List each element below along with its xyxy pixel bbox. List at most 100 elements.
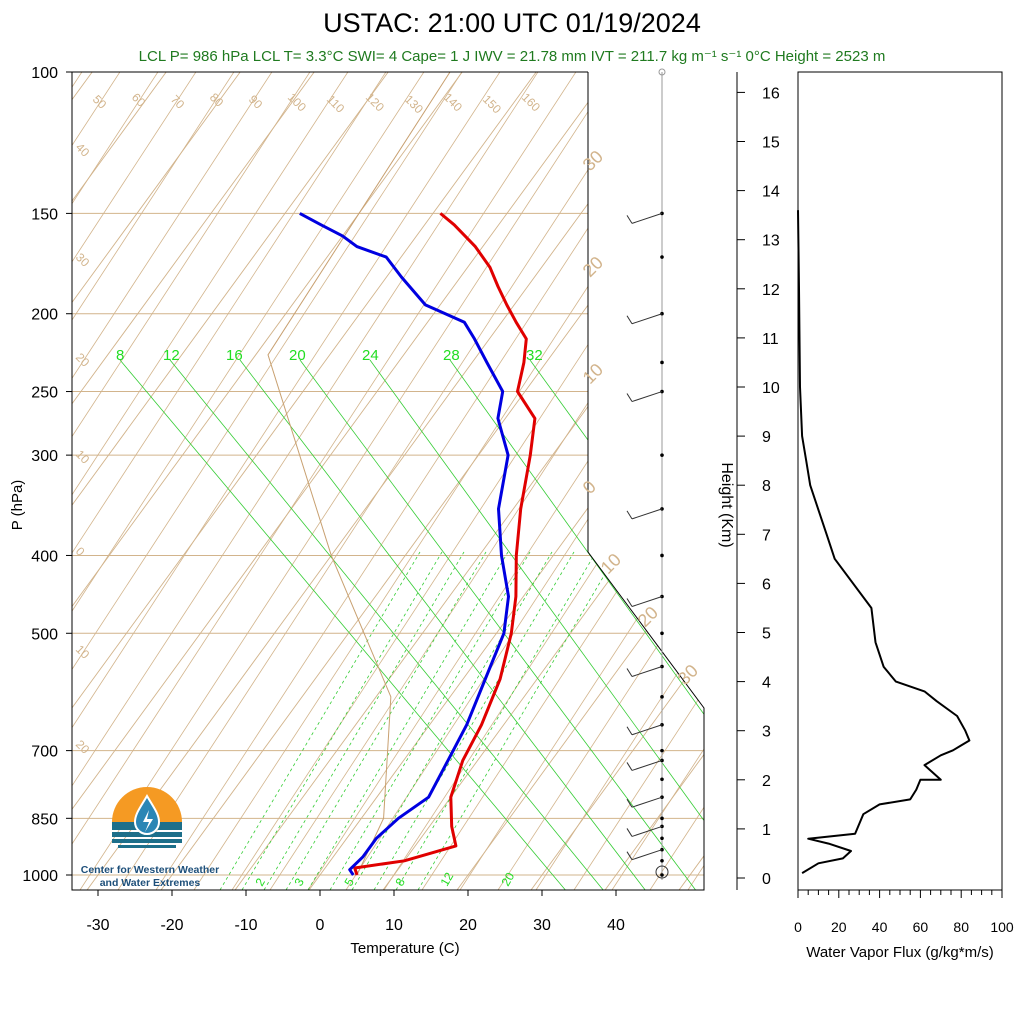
dry-adiabat-line bbox=[79, 72, 641, 890]
dry-adiabat-line bbox=[0, 32, 32, 890]
wind-level-dot bbox=[660, 873, 664, 877]
adiabat-label: 120 bbox=[363, 90, 387, 114]
flux-panel-border bbox=[797, 71, 1003, 891]
dry-adiabat-line bbox=[497, 72, 704, 890]
wind-level-dot bbox=[660, 748, 664, 753]
height-tick-label: 7 bbox=[762, 527, 771, 544]
x-tick-label: 10 bbox=[385, 917, 403, 934]
wind-barb-flag bbox=[626, 598, 633, 607]
mixing-ratio-label: 28 bbox=[443, 347, 460, 364]
height-tick-label: 16 bbox=[762, 85, 780, 102]
isotherm-label: 10 bbox=[579, 360, 607, 388]
skewt-grid bbox=[0, 32, 1024, 890]
flux-profile bbox=[797, 210, 971, 874]
wind-barb-flag bbox=[626, 798, 633, 808]
logo-line1: Center for Western Weather bbox=[80, 864, 220, 876]
adiabat-label: 20 bbox=[73, 737, 93, 757]
dry-adiabat-line bbox=[72, 72, 565, 890]
x-tick-label: -20 bbox=[160, 917, 183, 934]
wind-barb bbox=[631, 825, 663, 837]
logo-caption: Center for Western Weather and Water Ext… bbox=[70, 864, 230, 890]
wind-level-dot bbox=[660, 695, 664, 699]
dry-adiabat-line bbox=[72, 72, 261, 890]
y-tick-label: 150 bbox=[31, 206, 58, 223]
isotherm-line bbox=[72, 72, 241, 890]
isotherm-label: 30 bbox=[579, 147, 607, 175]
dry-adiabat-line bbox=[72, 72, 489, 890]
flux-x-tick-label: 20 bbox=[831, 919, 847, 935]
dry-adiabat-line bbox=[193, 72, 704, 890]
dry-adiabat-line bbox=[459, 72, 704, 890]
isotherm-line bbox=[85, 72, 685, 890]
dry-adiabat-line bbox=[72, 72, 299, 890]
wind-barb-flag bbox=[626, 215, 633, 224]
wind-barb bbox=[631, 666, 663, 677]
y-tick-label: 500 bbox=[31, 626, 58, 643]
wind-barb bbox=[631, 313, 663, 325]
height-tick-label: 3 bbox=[762, 724, 771, 741]
isotherm-line bbox=[381, 72, 704, 890]
dry-adiabat-line bbox=[72, 72, 413, 890]
y-tick-label: 200 bbox=[31, 307, 58, 324]
temperature-profile bbox=[353, 212, 537, 876]
y-tick-label: 250 bbox=[31, 385, 58, 402]
adiabat-label: 60 bbox=[129, 90, 149, 110]
chart-subtitle: LCL P= 986 hPa LCL T= 3.3°C SWI= 4 Cape=… bbox=[138, 48, 886, 65]
flux-x-tick-label: 80 bbox=[953, 919, 969, 935]
height-tick-label: 11 bbox=[762, 331, 779, 348]
dry-adiabat-line bbox=[764, 32, 1024, 890]
isotherm-label: 20 bbox=[634, 603, 662, 631]
dry-adiabat-line bbox=[611, 72, 704, 890]
isotherm-label: 20 bbox=[579, 253, 607, 281]
isotherm-line bbox=[529, 72, 704, 890]
cw3e-logo bbox=[112, 787, 182, 848]
adiabat-label: 40 bbox=[73, 140, 93, 160]
adiabat-label: 20 bbox=[73, 350, 93, 370]
height-tick-label: 13 bbox=[762, 233, 780, 250]
wind-barb bbox=[631, 849, 663, 861]
logo-line2: and Water Extremes bbox=[99, 877, 201, 889]
dry-adiabat-line bbox=[72, 72, 337, 890]
dry-adiabat-line bbox=[231, 72, 704, 890]
wind-barb bbox=[631, 724, 663, 736]
height-tick-label: 2 bbox=[762, 773, 771, 790]
adiabat-label: 0 bbox=[73, 544, 88, 559]
wind-level-dot bbox=[660, 836, 664, 841]
adiabat-label: 100 bbox=[285, 90, 309, 114]
moist-adiabat-line bbox=[329, 551, 531, 890]
isotherm-line bbox=[603, 72, 704, 890]
y-axis-label: P (hPa) bbox=[9, 480, 26, 531]
y-tick-label: 850 bbox=[31, 811, 58, 828]
wind-barb-flag bbox=[626, 828, 633, 837]
dry-adiabat-line bbox=[345, 72, 704, 890]
isotherm-line bbox=[72, 72, 537, 890]
wind-barb-flag bbox=[626, 668, 633, 677]
isotherm-line bbox=[72, 72, 611, 890]
mixing-ratio-label: 2 bbox=[252, 875, 268, 888]
dry-adiabat-line bbox=[155, 72, 704, 890]
moist-adiabat-line bbox=[263, 551, 465, 890]
wind-barb-flag bbox=[626, 393, 633, 402]
dry-adiabat-line bbox=[72, 72, 147, 890]
wind-barb bbox=[631, 391, 663, 403]
isotherm-label: 0 bbox=[579, 477, 600, 498]
wind-level-dot bbox=[660, 631, 664, 636]
mixing-ratio-line bbox=[119, 359, 566, 890]
mixing-ratio-label: 20 bbox=[289, 347, 306, 364]
isotherm-line bbox=[72, 72, 463, 890]
chart-title: USTAC: 21:00 UTC 01/19/2024 bbox=[323, 8, 701, 38]
wind-barb bbox=[631, 759, 663, 771]
isotherm-label: 10 bbox=[597, 550, 625, 578]
moist-adiabat-line bbox=[417, 551, 619, 890]
mixing-ratio-line bbox=[299, 359, 696, 890]
dry-adiabat-line bbox=[649, 72, 704, 890]
wind-level-dot bbox=[660, 858, 664, 863]
isotherm-line bbox=[455, 72, 704, 890]
height-tick-label: 5 bbox=[762, 626, 771, 643]
dry-adiabat-line bbox=[72, 72, 223, 890]
dry-adiabat-line bbox=[72, 72, 451, 890]
wind-staff-top bbox=[658, 68, 666, 76]
wind-level-dot bbox=[660, 255, 664, 259]
dewpoint-profile bbox=[299, 212, 510, 876]
